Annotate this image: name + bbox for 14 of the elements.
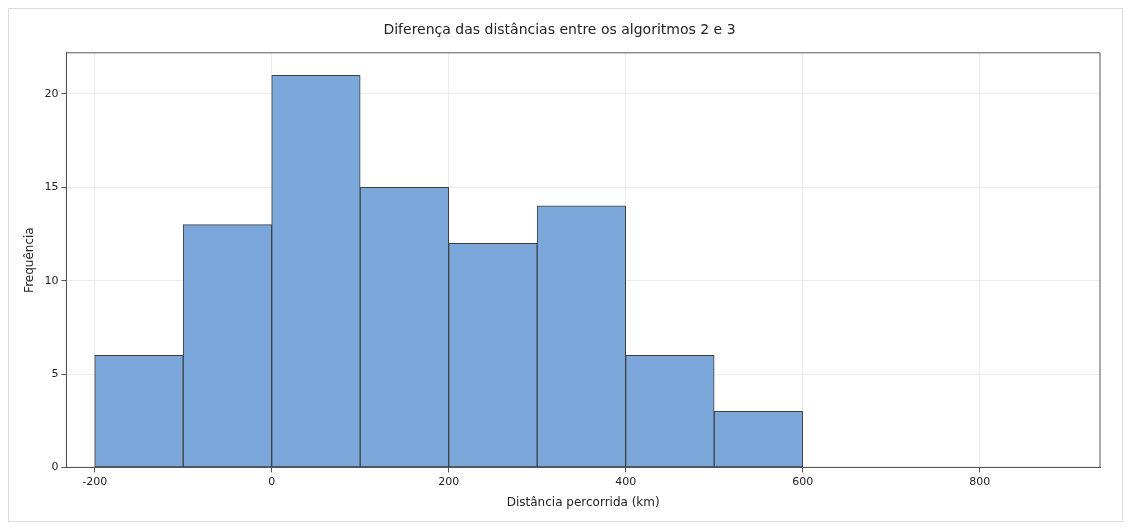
y-tick-label: 15 [44,180,59,194]
x-tick-label: -200 [82,474,108,488]
x-tick-label: 400 [615,474,637,488]
x-axis-title: Distância percorrida (km) [506,494,660,509]
x-tick-label: 0 [268,474,276,488]
x-tick-label: 600 [792,474,814,488]
chart-title: Diferença das distâncias entre os algoritmos 2 e 3 [383,21,736,38]
y-tick-label: 20 [44,86,59,100]
y-axis-title: Frequência [22,227,37,293]
x-tick-label: 200 [438,474,460,488]
y-tick-label: 10 [44,273,59,287]
x-tick-label: 800 [969,474,991,488]
y-tick-label: 0 [51,460,59,474]
y-tick-label: 5 [51,366,59,380]
